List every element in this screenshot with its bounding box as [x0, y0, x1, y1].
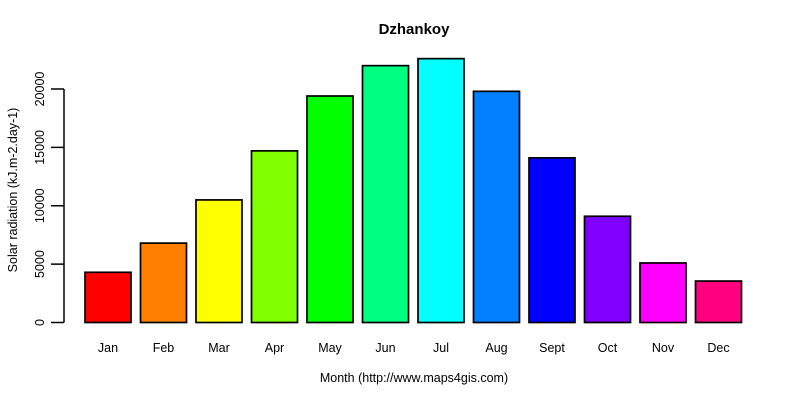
bar-nov — [639, 262, 687, 324]
x-tick-label-jun: Jun — [375, 341, 395, 355]
x-tick-label-jan: Jan — [98, 341, 118, 355]
bar-feb — [139, 242, 188, 324]
x-tick-label-oct: Oct — [598, 341, 618, 355]
x-tick-label-aug: Aug — [485, 341, 507, 355]
x-tick-label-jul: Jul — [433, 341, 449, 355]
x-axis-label: Month (http://www.maps4gis.com) — [319, 371, 509, 385]
x-tick-label-feb: Feb — [153, 341, 175, 355]
x-tick-label-may: May — [318, 341, 342, 355]
bar-oct — [583, 215, 632, 324]
bar-aug — [472, 90, 521, 324]
y-tick-label: 0 — [33, 319, 47, 326]
bar-apr — [250, 150, 299, 324]
x-tick-label-sept: Sept — [539, 341, 565, 355]
y-tick-label: 10000 — [33, 188, 47, 223]
x-tick-label-dec: Dec — [707, 341, 729, 355]
x-tick-label-nov: Nov — [652, 341, 675, 355]
y-tick-label: 15000 — [33, 130, 47, 165]
y-tick-label: 5000 — [33, 250, 47, 278]
bar-sept — [528, 157, 576, 324]
bar-jan — [84, 271, 132, 324]
chart-title: Dzhankoy — [378, 21, 450, 38]
bar-jul — [417, 57, 465, 324]
x-tick-label-mar: Mar — [208, 341, 230, 355]
bar-jun — [361, 64, 410, 324]
bar-may — [306, 95, 354, 324]
bar-mar — [195, 199, 243, 324]
x-tick-label-apr: Apr — [265, 341, 284, 355]
bar-dec — [694, 280, 743, 324]
y-tick-label: 20000 — [33, 72, 47, 107]
